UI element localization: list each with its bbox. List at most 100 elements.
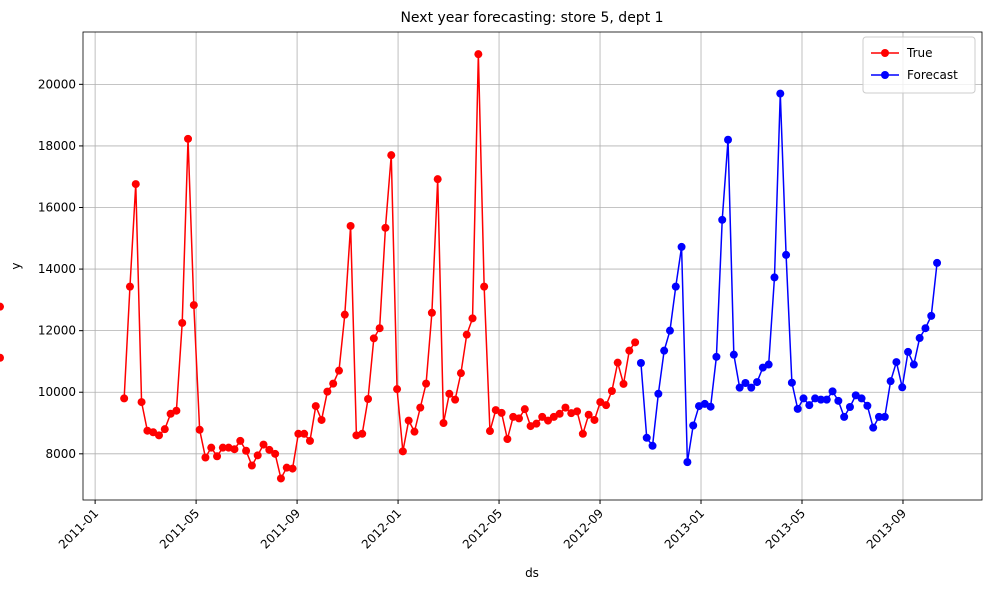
data-point [427,308,436,317]
y-tick-label: 16000 [38,201,76,215]
data-point [294,429,303,438]
data-point [578,429,587,438]
data-point [880,412,889,421]
data-point [799,394,808,403]
data-point [753,378,762,387]
data-point [636,358,645,367]
data-point [607,387,616,396]
data-point [677,242,686,251]
data-point [305,436,314,445]
data-point [404,416,413,425]
data-point [131,180,140,189]
data-point [683,458,692,467]
data-point [520,405,529,414]
data-point [584,410,593,419]
data-point [770,273,779,282]
data-point [480,282,489,291]
x-axis-label: ds [525,566,539,580]
data-point [137,398,146,407]
data-point [410,427,419,436]
legend-marker [881,49,889,57]
data-point [230,445,239,454]
data-point [0,302,4,311]
data-point [741,379,750,387]
data-point [0,353,4,362]
plot-frame [82,31,983,501]
data-point [433,175,442,184]
y-tick-label: 20000 [38,77,76,91]
data-point [857,394,866,403]
data-point [793,404,802,413]
data-point [393,385,402,394]
data-point [207,443,216,452]
data-point [816,395,825,404]
data-point [398,447,407,456]
data-point [276,474,285,483]
legend-label: Forecast [907,68,958,82]
data-point [642,433,651,442]
data-point [323,387,332,396]
data-point [346,221,355,230]
data-point [724,135,733,144]
data-point [514,414,523,423]
data-point [869,423,878,432]
data-point [218,443,227,452]
data-point [120,394,129,403]
data-point [921,324,930,333]
data-point [555,409,564,418]
data-point [613,358,622,367]
data-point [822,395,831,404]
data-point [909,360,918,369]
data-point [718,215,727,224]
data-point [915,334,924,343]
data-point [358,429,367,438]
data-point [369,334,378,343]
data-point [503,435,512,444]
legend-label: True [906,46,933,60]
data-point [416,403,425,412]
series-line [640,93,938,463]
data-point [329,379,338,388]
data-point [892,358,901,367]
data-point [288,464,297,473]
data-point [125,282,134,291]
data-point [625,346,634,355]
data-point [898,383,907,392]
data-point [660,346,669,355]
data-point [648,441,657,450]
data-point [468,314,477,323]
legend-marker [881,71,889,79]
data-point [747,383,756,392]
data-point [485,427,494,436]
y-tick-label: 18000 [38,139,76,153]
data-point [834,396,843,405]
data-point [619,379,628,388]
data-point [712,352,721,361]
data-point [160,425,169,434]
data-point [474,50,483,59]
y-tick-label: 10000 [38,385,76,399]
data-point [544,416,553,425]
data-point [375,324,384,333]
data-point [497,408,506,417]
data-point [236,436,245,445]
data-point [184,134,193,143]
data-point [904,347,913,356]
data-point [828,387,837,396]
data-point [665,326,674,335]
data-point [782,250,791,259]
data-point [538,412,547,421]
data-point [805,401,814,410]
data-point [189,301,198,310]
data-point [213,452,222,461]
data-point [787,378,796,387]
data-point [602,401,611,410]
data-point [671,282,680,291]
data-point [845,403,854,412]
chart-title: Next year forecasting: store 5, dept 1 [400,10,663,26]
y-axis-label: y [9,262,23,269]
data-point [253,451,262,460]
data-point [265,445,274,454]
data-point [689,421,698,430]
